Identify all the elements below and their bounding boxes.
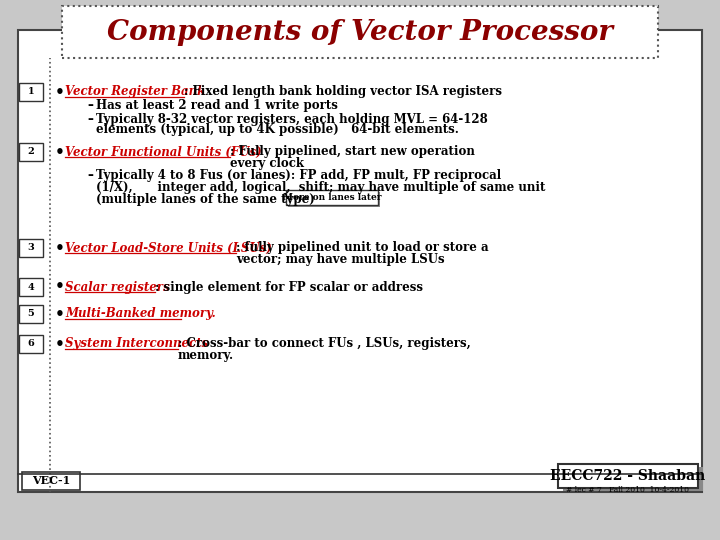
Text: EECC722 - Shaaban: EECC722 - Shaaban — [550, 469, 706, 483]
Text: Typically 4 to 8 Fus (or lanes): FP add, FP mult, FP reciprocal: Typically 4 to 8 Fus (or lanes): FP add,… — [96, 170, 501, 183]
Text: 2: 2 — [27, 147, 35, 157]
Text: : fully pipelined unit to load or store a: : fully pipelined unit to load or store … — [236, 241, 489, 254]
Text: 1: 1 — [27, 87, 35, 97]
Text: : Cross-bar to connect FUs , LSUs, registers,: : Cross-bar to connect FUs , LSUs, regis… — [178, 338, 471, 350]
Text: –: – — [87, 99, 93, 112]
Text: •: • — [55, 280, 65, 294]
Text: •: • — [55, 307, 65, 321]
FancyBboxPatch shape — [288, 192, 380, 207]
Text: System Interconnects: System Interconnects — [65, 338, 208, 350]
FancyBboxPatch shape — [18, 30, 702, 492]
FancyBboxPatch shape — [286, 190, 378, 205]
FancyBboxPatch shape — [19, 305, 43, 323]
Text: More on lanes later: More on lanes later — [283, 193, 382, 202]
Text: 5: 5 — [27, 309, 35, 319]
Text: # lec # 7   Fall 2010  10-4-2010: # lec # 7 Fall 2010 10-4-2010 — [567, 486, 690, 494]
Text: Typically 8-32 vector registers, each holding MVL = 64-128: Typically 8-32 vector registers, each ho… — [96, 112, 487, 125]
Text: Components of Vector Processor: Components of Vector Processor — [107, 18, 613, 45]
Text: •: • — [55, 336, 65, 352]
Text: Vector Load-Store Units (LSUs): Vector Load-Store Units (LSUs) — [65, 241, 271, 254]
FancyBboxPatch shape — [563, 467, 703, 491]
Text: –: – — [87, 170, 93, 183]
Text: 3: 3 — [27, 244, 35, 253]
Text: Vector Register Bank: Vector Register Bank — [65, 85, 205, 98]
Text: •: • — [55, 240, 65, 255]
Text: –: – — [87, 112, 93, 125]
Text: 6: 6 — [27, 340, 35, 348]
Text: : Fixed length bank holding vector ISA registers: : Fixed length bank holding vector ISA r… — [184, 85, 502, 98]
FancyBboxPatch shape — [19, 335, 43, 353]
Text: •: • — [55, 84, 65, 99]
Text: : Fully pipelined, start new operation: : Fully pipelined, start new operation — [230, 145, 475, 159]
Text: Scalar registers: Scalar registers — [65, 280, 170, 294]
Text: Has at least 2 read and 1 write ports: Has at least 2 read and 1 write ports — [96, 99, 338, 112]
Text: VEC-1: VEC-1 — [32, 476, 70, 487]
Text: •: • — [55, 145, 65, 159]
Text: Multi-Banked memory.: Multi-Banked memory. — [65, 307, 216, 321]
Text: (1/X),      integer add, logical,  shift; may have multiple of same unit: (1/X), integer add, logical, shift; may … — [96, 180, 545, 193]
Text: (multiple lanes of the same type): (multiple lanes of the same type) — [96, 192, 315, 206]
FancyBboxPatch shape — [19, 143, 43, 161]
Text: elements (typical, up to 4K possible)   64-bit elements.: elements (typical, up to 4K possible) 64… — [96, 124, 459, 137]
Text: memory.: memory. — [178, 349, 234, 362]
FancyBboxPatch shape — [19, 83, 43, 101]
Text: vector; may have multiple LSUs: vector; may have multiple LSUs — [236, 253, 445, 267]
FancyBboxPatch shape — [558, 464, 698, 488]
Text: Vector Functional Units (FUs): Vector Functional Units (FUs) — [65, 145, 261, 159]
FancyBboxPatch shape — [62, 6, 658, 58]
Text: every clock: every clock — [230, 158, 304, 171]
Text: 4: 4 — [27, 282, 35, 292]
FancyBboxPatch shape — [19, 239, 43, 257]
FancyBboxPatch shape — [19, 278, 43, 296]
FancyBboxPatch shape — [22, 472, 80, 490]
Text: : single element for FP scalar or address: : single element for FP scalar or addres… — [155, 280, 423, 294]
